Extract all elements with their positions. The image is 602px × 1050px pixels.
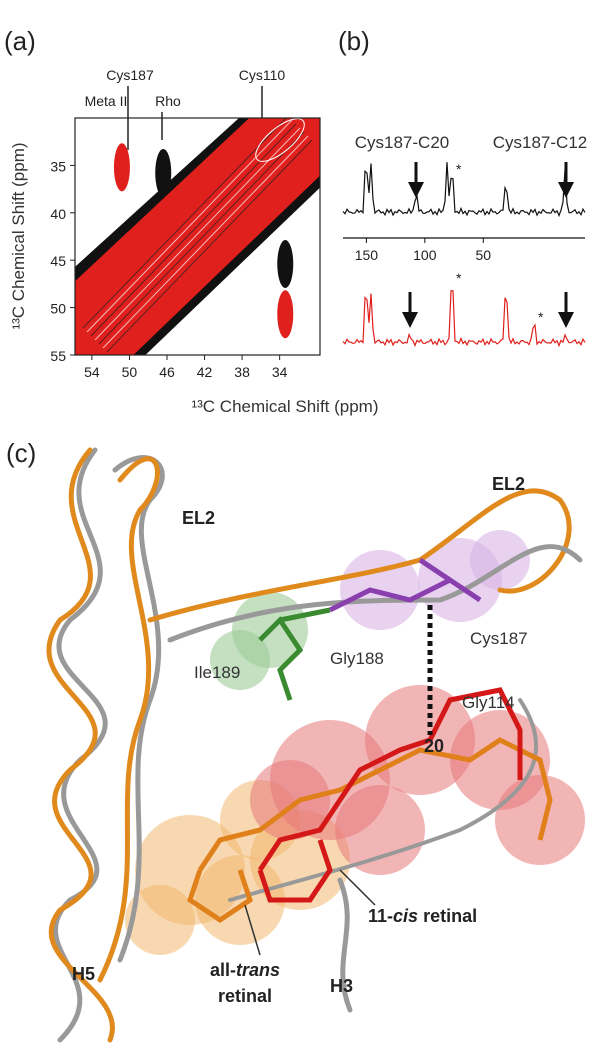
- stick-model: [257, 687, 523, 903]
- contour: [98, 131, 305, 345]
- structure-label: all-trans: [210, 960, 280, 980]
- structure-label: Ile189: [194, 663, 240, 682]
- pointer-line: [339, 869, 376, 906]
- contour: [102, 135, 309, 349]
- structure-label: Gly188: [330, 649, 384, 668]
- atom-sphere: [365, 685, 475, 795]
- structure-image: [46, 447, 585, 1043]
- peak: [113, 143, 130, 192]
- x-tick-label: 50: [476, 247, 492, 263]
- x-tick-label: 150: [355, 247, 379, 263]
- spectrum: [342, 162, 586, 218]
- y-tick-label: 40: [50, 206, 66, 222]
- x-tick-label: 54: [84, 364, 100, 380]
- panel-label: (c): [6, 438, 36, 468]
- atom-sphere: [495, 775, 585, 865]
- stick-model: [328, 557, 482, 613]
- structure-label: H5: [72, 964, 95, 984]
- diagonal-band: [75, 118, 320, 355]
- atom-sphere: [335, 785, 425, 875]
- peak: [277, 239, 294, 288]
- arrows: [402, 162, 574, 328]
- annotation: Cys187: [106, 67, 154, 83]
- text-part: cis: [393, 906, 418, 926]
- structure-label: 11-cis retinal: [368, 906, 477, 926]
- contour: [255, 118, 305, 162]
- contour: [86, 119, 293, 333]
- ribbon: [97, 456, 160, 983]
- atom-sphere: [210, 630, 270, 690]
- text-part: trans: [236, 960, 280, 980]
- ribbon: [167, 544, 583, 643]
- stick-model: [258, 607, 331, 701]
- y-tick-label: 45: [50, 253, 66, 269]
- annotation: Cys110: [239, 67, 286, 83]
- panel-label: (b): [338, 26, 370, 56]
- structure-label: Gly114: [462, 693, 515, 712]
- x-tick-label: 34: [272, 364, 288, 380]
- peak: [155, 148, 172, 197]
- plot-area: 54 50 46 42 38 34 35 40 45 50 55: [50, 117, 321, 380]
- contour: [106, 139, 313, 353]
- x-axis-label: ¹³C Chemical Shift (ppm): [191, 397, 378, 416]
- ribbon: [228, 698, 539, 902]
- structure-label: H3: [330, 976, 353, 996]
- annotation: Rho: [155, 93, 181, 109]
- contour: [94, 127, 301, 341]
- y-tick-label: 55: [50, 348, 66, 364]
- plot-frame: [74, 117, 321, 356]
- text-part: 11-: [368, 906, 393, 926]
- asterisk: *: [456, 270, 462, 286]
- asterisk: *: [538, 309, 544, 325]
- ribbon: [46, 447, 115, 1043]
- x-tick-label: 46: [159, 364, 175, 380]
- ribbon: [337, 877, 353, 1013]
- contour: [90, 123, 297, 337]
- annotation: Cys187-C20: [355, 133, 450, 152]
- x-tick-label: 100: [413, 247, 437, 263]
- panel-label: (a): [4, 26, 36, 56]
- x-tick-label: 50: [122, 364, 138, 380]
- pointer-line: [244, 904, 261, 956]
- atom-sphere: [125, 885, 195, 955]
- structure-label: EL2: [182, 508, 215, 528]
- y-tick-label: 35: [50, 158, 66, 174]
- text-part: retinal: [418, 906, 477, 926]
- structure-label: retinal: [218, 986, 272, 1006]
- structure-label: Cys187: [470, 629, 528, 648]
- y-tick-label: 50: [50, 301, 66, 317]
- text-part: all-: [210, 960, 236, 980]
- contour: [82, 118, 287, 329]
- structure-label: 20: [424, 736, 444, 756]
- annotation: Meta II: [85, 93, 128, 109]
- asterisk: *: [456, 161, 462, 177]
- peak: [277, 290, 294, 339]
- contours: [75, 118, 320, 355]
- y-axis-label: ¹³C Chemical Shift (ppm): [9, 142, 28, 329]
- structure-label: EL2: [492, 474, 525, 494]
- stick-model: [187, 737, 553, 924]
- annotation: Cys187-C12: [493, 133, 588, 152]
- x-tick-label: 42: [197, 364, 213, 380]
- x-tick-label: 38: [234, 364, 250, 380]
- ribbon: [147, 488, 572, 623]
- spectrum: [342, 290, 586, 348]
